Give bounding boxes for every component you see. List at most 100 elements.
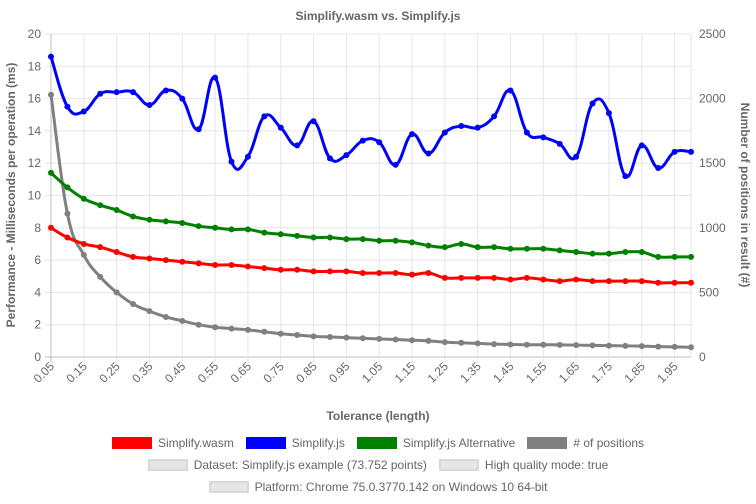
x-tick-label: 1.85 [621, 359, 648, 386]
legend-swatch-blue [245, 437, 286, 449]
series-line [50, 171, 691, 259]
data-point [261, 229, 268, 236]
data-point [392, 161, 399, 168]
data-point [474, 244, 481, 251]
data-point [80, 251, 87, 258]
legend-swatch-red [111, 437, 152, 449]
data-point [326, 268, 333, 275]
data-point [228, 158, 235, 165]
option-dataset[interactable]: Dataset: Simplify.js example (73.752 poi… [147, 458, 427, 472]
data-point [458, 123, 465, 130]
data-point [540, 341, 547, 348]
data-point [80, 108, 87, 115]
data-point [507, 245, 514, 252]
data-point [622, 249, 629, 256]
data-point [113, 289, 120, 296]
data-point [622, 173, 629, 180]
data-point [523, 341, 530, 348]
series-line [49, 56, 692, 179]
data-point [80, 240, 87, 247]
legend-swatch-gray [527, 437, 568, 449]
x-axis-ticks: 0.05 0.15 0.25 0.35 0.45 0.55 0.65 0.75 0.85 0.95… [31, 359, 681, 386]
legend-item-simplify-js[interactable]: Simplify.js [245, 436, 345, 450]
data-point [556, 140, 563, 147]
data-point [80, 195, 87, 202]
y-tick-label: 16 [28, 92, 42, 106]
data-point [622, 342, 629, 349]
data-point [573, 153, 580, 160]
y-axis-right-ticks: 0 500 1000 1500 2000 2500 [699, 27, 726, 364]
y-tick-label: 10 [28, 189, 42, 203]
x-tick-label: 1.25 [425, 359, 452, 386]
data-point [359, 270, 366, 277]
y-axis-left-ticks: 0 2 4 6 8 10 12 14 16 18 20 [28, 27, 42, 364]
data-point [523, 274, 530, 281]
x-tick-label: 0.55 [195, 359, 222, 386]
data-point [310, 118, 317, 125]
data-point [162, 257, 169, 264]
legend-item-positions[interactable]: # of positions [527, 436, 644, 450]
option-swatch [438, 459, 479, 471]
data-point [638, 249, 645, 256]
data-point [556, 247, 563, 254]
legend-item-simplify-wasm[interactable]: Simplify.wasm [111, 436, 234, 450]
data-point [688, 279, 694, 286]
data-point [343, 236, 350, 243]
x-tick-label: 0.65 [228, 359, 255, 386]
data-point [491, 341, 498, 348]
data-point [359, 335, 366, 342]
series-legend: Simplify.wasm Simplify.js Simplify.js Al… [0, 436, 756, 450]
option-high-quality[interactable]: High quality mode: true [438, 458, 609, 472]
x-tick-label: 0.35 [129, 359, 156, 386]
data-point [244, 263, 251, 270]
x-tick-label: 1.75 [589, 359, 616, 386]
data-point [64, 210, 71, 217]
data-point [228, 325, 235, 332]
options-legend-row-2: Platform: Chrome 75.0.3770.142 on Window… [0, 480, 756, 494]
data-point [573, 342, 580, 349]
data-point [261, 265, 268, 272]
data-point [638, 278, 645, 285]
data-point [261, 328, 268, 335]
data-point [277, 330, 284, 337]
data-point [409, 271, 416, 278]
data-point [392, 336, 399, 343]
data-point [212, 261, 219, 268]
data-point [326, 234, 333, 241]
data-point [326, 333, 333, 340]
option-label: Platform: Chrome 75.0.3770.142 on Window… [254, 480, 548, 494]
x-tick-label: 1.15 [392, 359, 419, 386]
x-tick-label: 0.45 [162, 359, 189, 386]
data-point [146, 102, 153, 109]
data-point [507, 341, 514, 348]
data-point [409, 239, 416, 246]
option-platform[interactable]: Platform: Chrome 75.0.3770.142 on Window… [208, 480, 548, 494]
data-point [64, 103, 71, 110]
series-simplify-js-alternative [48, 169, 694, 260]
x-axis-label: Tolerance (length) [326, 409, 429, 423]
data-point [688, 148, 694, 155]
data-point [162, 87, 169, 94]
data-point [425, 242, 432, 249]
data-point [392, 270, 399, 277]
data-point [523, 129, 530, 136]
data-point [540, 276, 547, 283]
data-point [589, 250, 596, 257]
data-point [409, 131, 416, 138]
option-swatch [147, 459, 188, 471]
data-point [310, 333, 317, 340]
data-point [556, 278, 563, 285]
y-tick-label: 2 [34, 318, 41, 332]
option-label: High quality mode: true [484, 458, 609, 472]
data-point [392, 237, 399, 244]
data-point [573, 276, 580, 283]
data-point [376, 335, 383, 342]
data-point [343, 268, 350, 275]
data-point [458, 339, 465, 346]
legend-item-simplify-js-alternative[interactable]: Simplify.js Alternative [356, 436, 515, 450]
legend-swatch-green [356, 437, 397, 449]
data-point [474, 124, 481, 131]
data-point [507, 87, 514, 94]
data-point [425, 150, 432, 157]
